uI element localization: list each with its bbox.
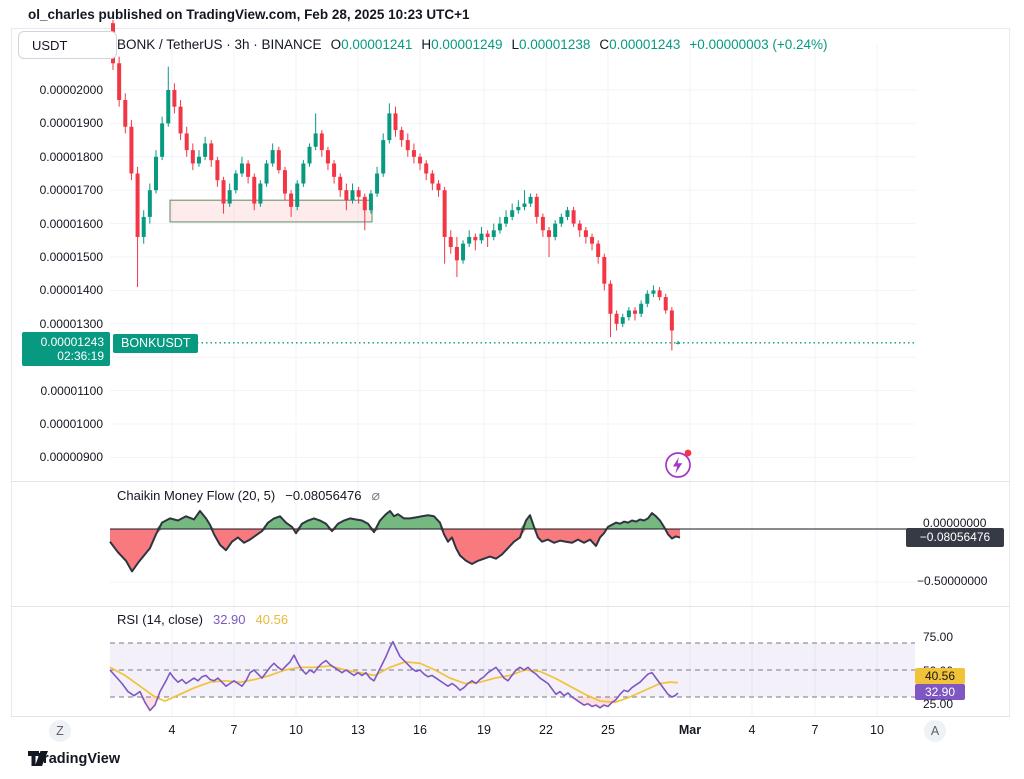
ohlc-values: O0.00001241 H0.00001249 L0.00001238 C0.0000…: [331, 37, 681, 52]
rsi-ma-badge: 40.56: [915, 668, 965, 684]
price-axis-label: 0.00001800: [39, 149, 103, 164]
rsi-axis-75: 75.00: [923, 630, 954, 644]
cmf-axis-zero: 0.00000000: [923, 516, 987, 530]
current-price-label: 0.00001243 02:36:19: [22, 332, 110, 366]
price-axis-label: 0.00001600: [39, 216, 103, 231]
rsi-axis-25: 25.00: [923, 697, 954, 711]
time-axis-tick: 7: [811, 723, 819, 737]
time-axis-tick: 22: [539, 723, 553, 737]
timezone-button[interactable]: Z: [49, 720, 71, 742]
time-axis[interactable]: Z 4 7 10 13 16 19 22 25 Mar 4 7 10 A: [11, 716, 1010, 746]
ohlc-segment: H0.00001249: [421, 37, 503, 52]
time-axis-tick: 13: [351, 723, 365, 737]
symbol-badge: BONKUSDT: [113, 334, 199, 353]
price-axis-label: 0.00001100: [40, 383, 103, 398]
time-axis-tick: 25: [601, 723, 615, 737]
rsi-value-badge: 32.90: [915, 684, 965, 700]
bar-countdown: 02:36:19: [57, 349, 104, 363]
ohlc-segment: O0.00001241: [330, 37, 413, 52]
change-value: +0.00000003 (+0.24%): [689, 37, 828, 52]
price-axis-label: 0.00001500: [39, 250, 103, 264]
time-axis-tick: 10: [289, 723, 303, 737]
time-axis-tick: 16: [413, 723, 427, 737]
ohlc-segment: C0.00001243: [599, 37, 681, 52]
price-axis-label: 0.00001700: [39, 183, 103, 198]
rsi-legend[interactable]: RSI (14, close) 32.90 40.56: [117, 612, 288, 627]
ohlc-segment: L0.00001238: [511, 37, 591, 52]
cmf-value: −0.08056476: [285, 488, 362, 503]
tradingview-brand-text: TradingView: [35, 751, 121, 767]
price-axis-label: 0.00001900: [39, 116, 103, 131]
symbol-title[interactable]: BONK / TetherUS · 3h · BINANCE: [117, 37, 322, 52]
price-axis-label: 0.00001300: [39, 316, 103, 331]
symbol-legend[interactable]: BONK / TetherUS · 3h · BINANCE O0.000012…: [117, 37, 828, 52]
cmf-value-badge: −0.08056476: [906, 528, 1004, 547]
published-line: ol_charles published on TradingView.com,…: [28, 7, 470, 22]
current-price-value: 0.00001243: [40, 335, 104, 349]
rsi-ma-value: 40.56: [255, 612, 289, 627]
rsi-value: 32.90: [212, 612, 246, 627]
time-axis-tick: Mar: [678, 723, 702, 737]
price-axis-label: 0.00001400: [39, 283, 103, 298]
auto-button[interactable]: A: [924, 720, 946, 742]
cmf-legend[interactable]: Chaikin Money Flow (20, 5) −0.08056476 ⌀: [117, 487, 380, 504]
time-axis-tick: 4: [748, 723, 756, 737]
time-axis-tick: 10: [870, 723, 884, 737]
price-axis-label: 0.00001000: [39, 417, 103, 431]
cmf-title[interactable]: Chaikin Money Flow (20, 5): [117, 488, 276, 503]
price-axis-label: 0.00002000: [39, 83, 103, 97]
quick-alert-icon: [665, 449, 692, 478]
tradingview-logo[interactable]: TradingView: [28, 751, 120, 767]
time-axis-tick: 4: [168, 723, 176, 737]
time-axis-tick: 7: [230, 723, 238, 737]
time-axis-tick: 19: [477, 723, 491, 737]
rsi-title[interactable]: RSI (14, close): [117, 612, 203, 627]
cmf-axis-low: −0.50000000: [917, 574, 988, 588]
quote-filter-button[interactable]: USDT: [18, 31, 117, 59]
price-axis-label: 0.00000900: [39, 450, 103, 465]
visibility-icon[interactable]: ⌀: [371, 487, 380, 503]
